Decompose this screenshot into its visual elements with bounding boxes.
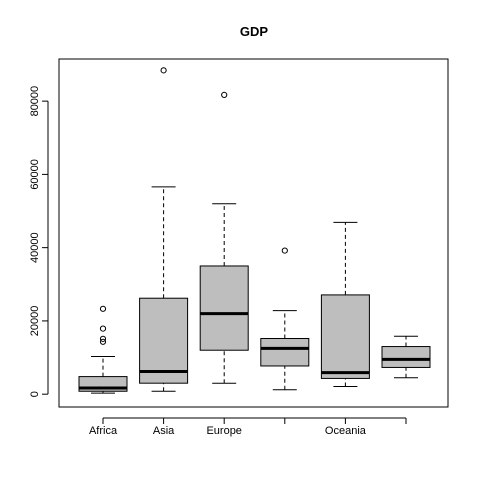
iqr-box	[381, 346, 431, 368]
box-group	[381, 335, 431, 379]
box-group	[78, 305, 128, 394]
x-tick-label: Europe	[206, 425, 241, 437]
box-group	[260, 247, 310, 391]
y-tick-label: 80000	[29, 86, 41, 117]
box-group	[139, 67, 189, 392]
y-tick-label: 40000	[29, 232, 41, 263]
x-tick-label: Oceania	[325, 425, 367, 437]
outlier-point	[160, 67, 167, 74]
outlier-point	[99, 335, 107, 342]
plot-area-frame	[58, 58, 449, 408]
outlier-point	[99, 305, 107, 312]
iqr-box	[260, 337, 310, 367]
x-tick-label: Asia	[153, 425, 175, 437]
y-tick-label: 20000	[29, 306, 41, 337]
outlier-point	[99, 338, 107, 345]
outlier-point	[221, 91, 228, 98]
y-axis: 0 20000 40000 60000 80000	[29, 86, 49, 397]
box-group	[199, 91, 249, 384]
outlier-point	[281, 247, 288, 254]
chart-title: GDP	[240, 24, 269, 39]
y-tick-label: 0	[29, 391, 41, 397]
box-group	[320, 221, 370, 387]
box-series	[78, 67, 431, 394]
x-axis: Africa Asia Europe Oceania	[89, 417, 407, 437]
iqr-box	[139, 297, 189, 384]
outlier-point	[99, 325, 107, 332]
iqr-box	[199, 265, 249, 351]
y-tick-label: 60000	[29, 159, 41, 190]
x-tick-label: Africa	[89, 425, 118, 437]
iqr-box	[320, 294, 370, 379]
